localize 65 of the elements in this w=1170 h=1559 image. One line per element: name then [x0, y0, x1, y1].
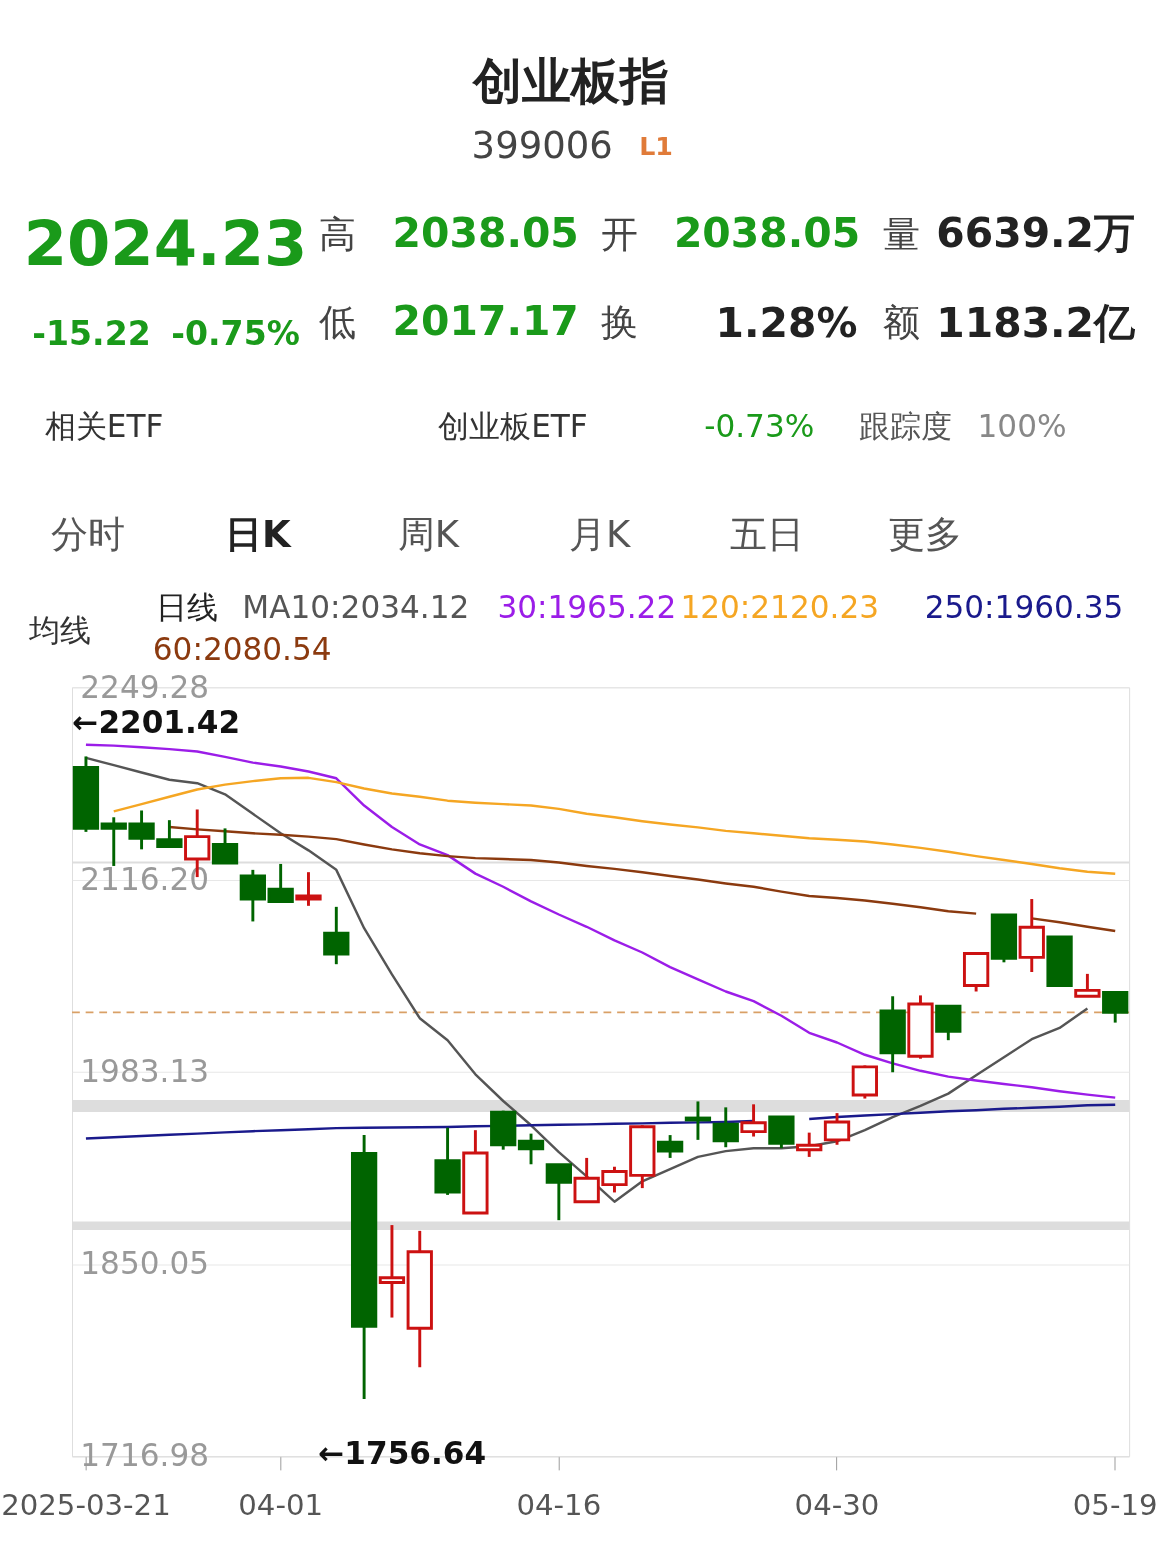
text: 6639.2万: [936, 209, 1136, 258]
y-tick-label: 1716.98: [80, 1437, 210, 1474]
text: 2024.23: [23, 206, 308, 280]
annotation: ←1756.64: [318, 1435, 487, 1472]
candlestick: [211, 826, 239, 866]
line-series: [84, 756, 1089, 1203]
candlestick: [1074, 972, 1101, 998]
x-tick-label: 04-01: [238, 1488, 324, 1523]
text: 更多: [887, 513, 962, 557]
text: 五日: [730, 513, 805, 557]
chart-subtitle: 399006: [471, 123, 613, 167]
candlestick: [323, 905, 350, 966]
text: 分时: [50, 513, 125, 557]
candlestick: [517, 1132, 545, 1166]
text: 2017.17: [392, 296, 579, 345]
y-tick-label: 2249.28: [80, 668, 210, 705]
text: 1.28%: [715, 298, 858, 347]
text: 低: [319, 300, 357, 344]
text: -0.75%: [171, 313, 300, 353]
candlestick: [378, 1223, 406, 1320]
text: 均线: [28, 611, 92, 648]
candlestick: [295, 870, 322, 908]
text: 换: [600, 300, 638, 344]
candlestick: [545, 1162, 572, 1222]
text: 2038.05: [673, 209, 861, 258]
text: 相关ETF: [44, 408, 164, 445]
candlestick: [239, 868, 266, 923]
x-tick-label: 05-19: [1072, 1488, 1158, 1523]
candlestick: [712, 1105, 739, 1149]
text: -15.22: [32, 313, 151, 353]
text: 1183.2亿: [936, 298, 1137, 347]
text: 日K: [225, 513, 293, 557]
candlestick: [796, 1131, 823, 1159]
x-tick-label: 04-30: [794, 1488, 880, 1523]
text: MA10:2034.12: [242, 589, 470, 626]
text: 高: [319, 213, 357, 257]
text: 250:1960.35: [924, 589, 1124, 626]
text: 额: [882, 300, 920, 344]
x-tick-label: 04-16: [516, 1488, 602, 1523]
text: 30:1965.22: [497, 589, 677, 626]
text: 量: [882, 213, 920, 257]
text: -0.73%: [704, 408, 815, 445]
candlestick: [740, 1102, 767, 1138]
text: 60:2080.54: [152, 631, 332, 668]
text: 周K: [397, 513, 461, 557]
text: 2038.05: [392, 209, 579, 258]
text: 创业板ETF: [438, 408, 588, 445]
candlestick: [823, 1111, 851, 1147]
y-tick-label: 1850.05: [80, 1245, 210, 1282]
text: 日线: [155, 589, 218, 626]
x-tick-label: 2025-03-21: [1, 1488, 171, 1523]
candlestick: [1102, 990, 1129, 1025]
text: 开: [600, 213, 638, 257]
text: 跟踪度: [858, 408, 952, 445]
annotation: ←2201.42: [72, 704, 241, 741]
text: 100%: [977, 408, 1067, 445]
chart-title: 创业板指: [471, 53, 670, 110]
text: L1: [639, 131, 673, 161]
text: 月K: [568, 513, 632, 557]
candlestick: [656, 1133, 684, 1160]
y-tick-label: 2116.20: [80, 860, 210, 897]
y-tick-label: 1983.13: [80, 1052, 210, 1089]
candlestick: [267, 862, 294, 904]
text: 120:2120.23: [680, 589, 879, 626]
line-series: [84, 743, 1117, 1099]
